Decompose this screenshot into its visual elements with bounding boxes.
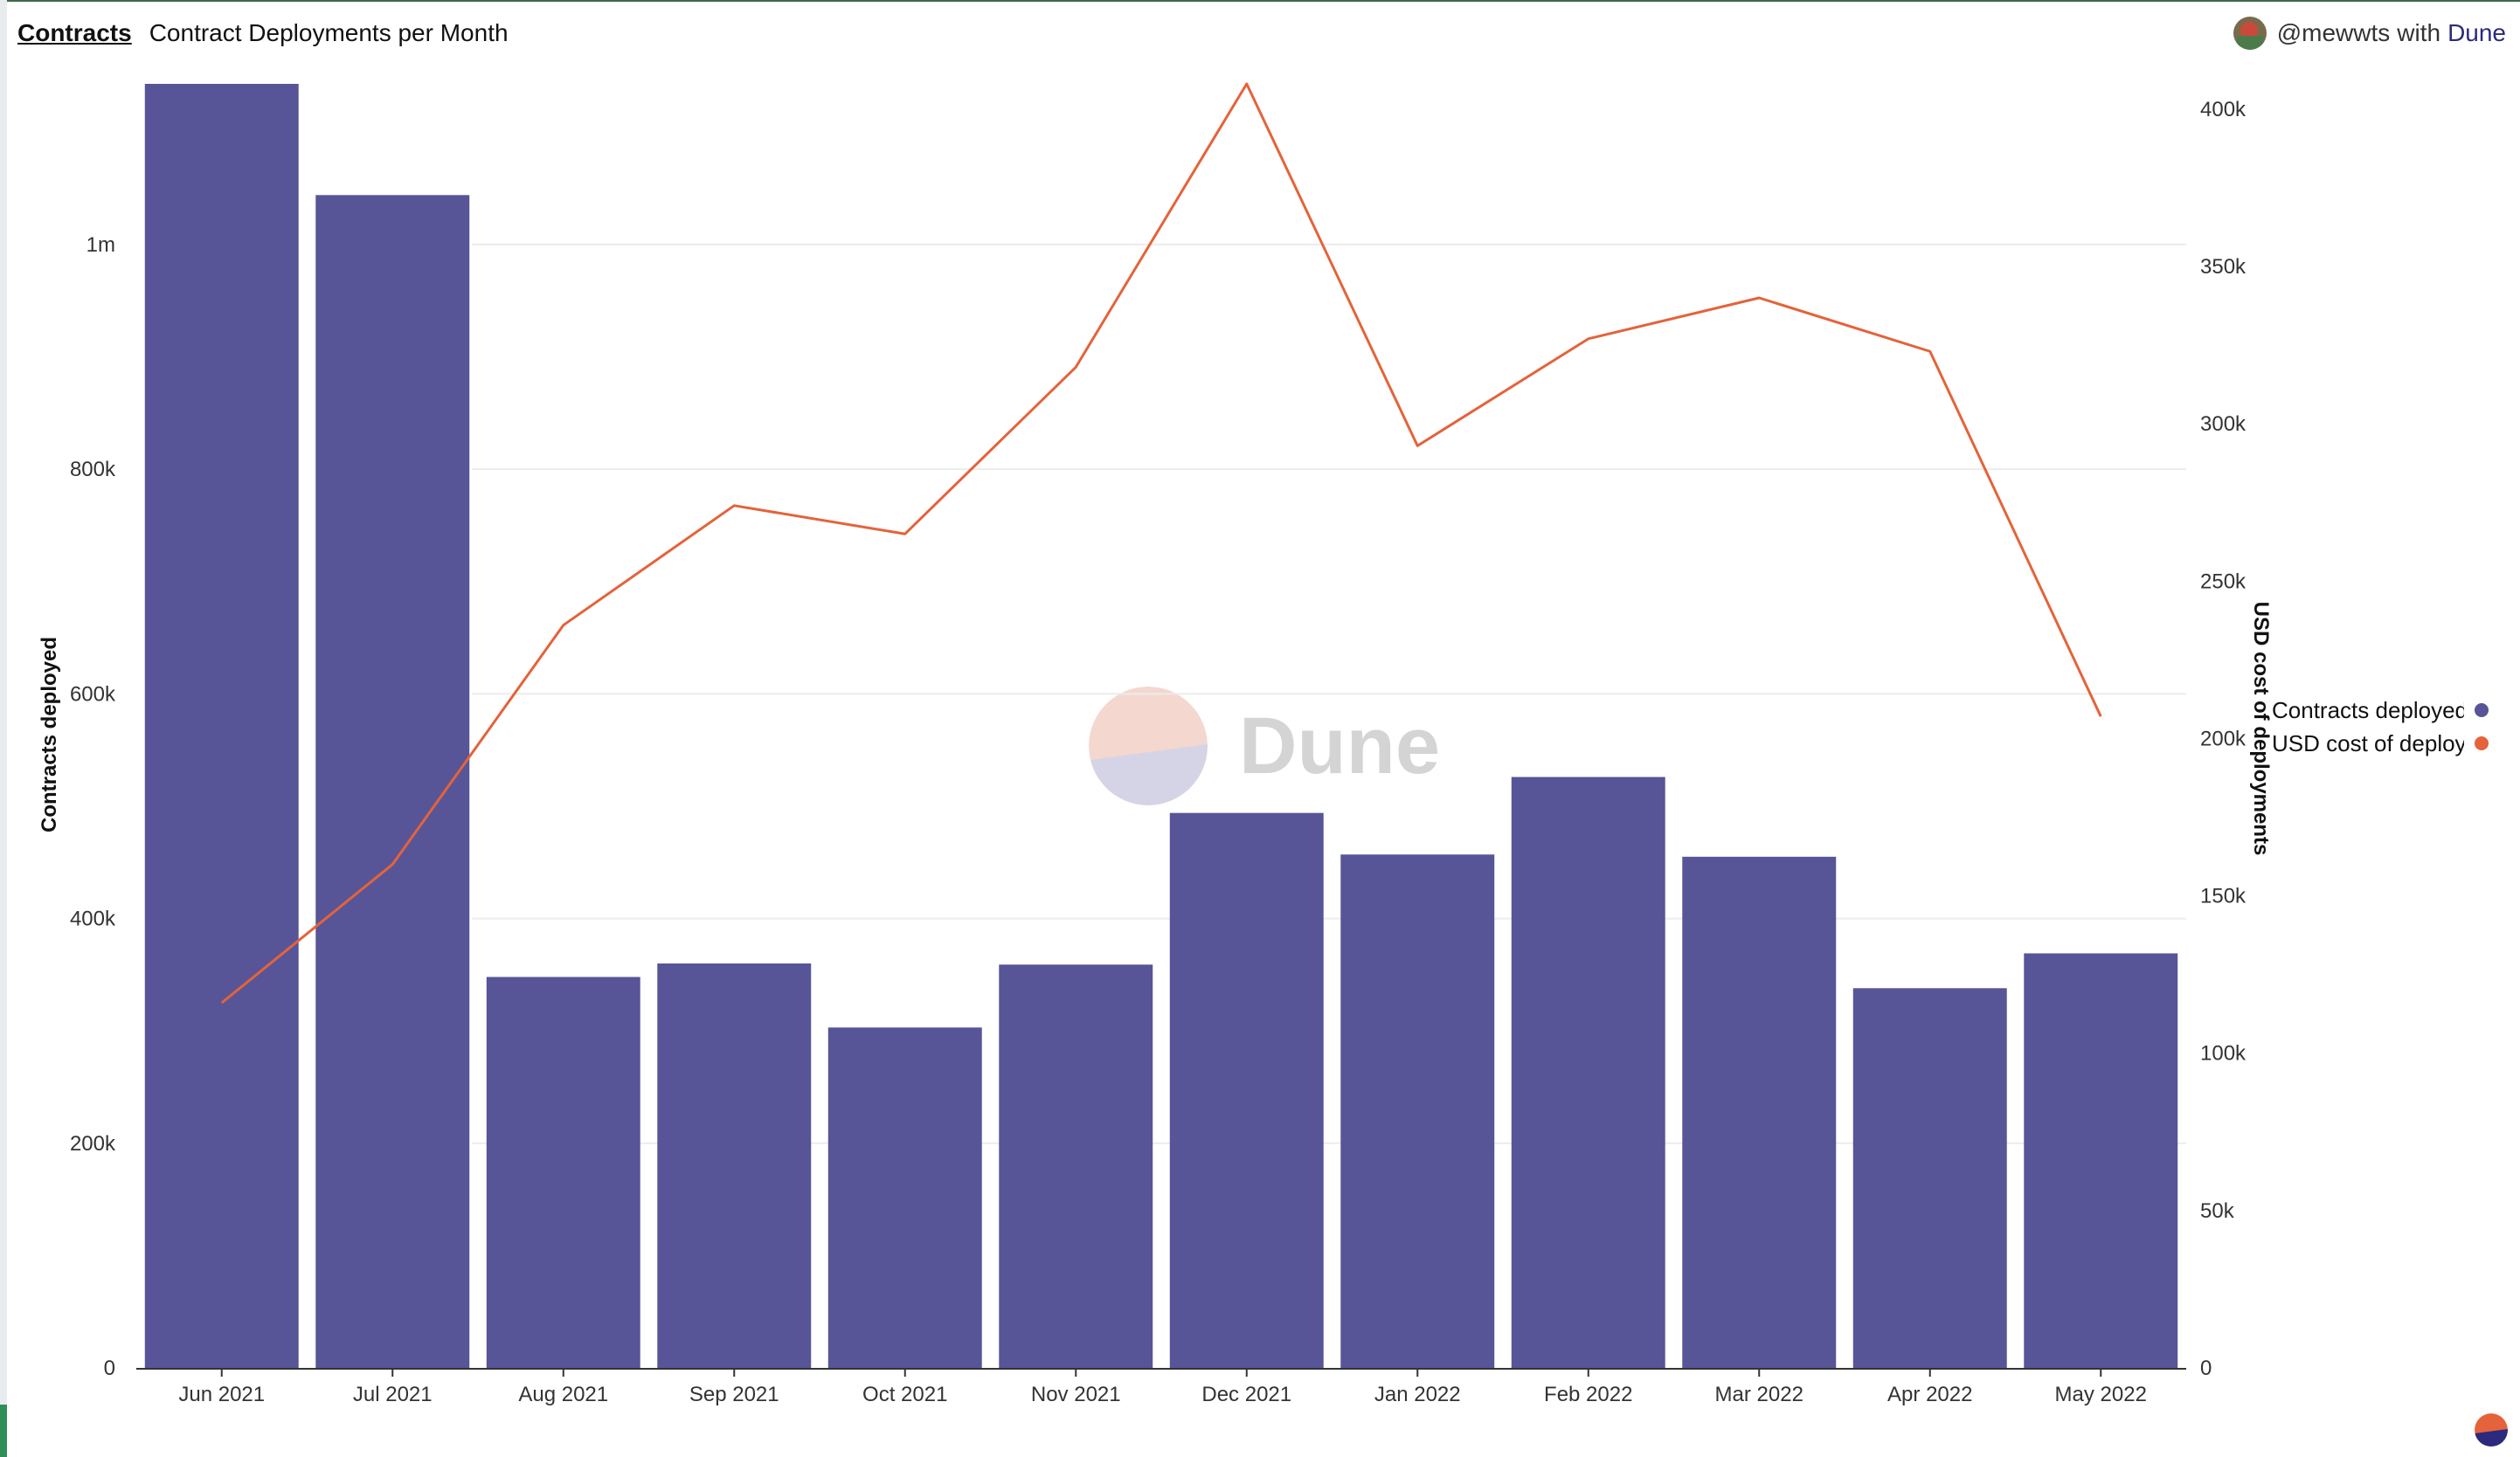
line-point[interactable] (557, 618, 571, 632)
x-tick-label: Nov 2021 (1031, 1383, 1121, 1406)
x-axis-ticks: Jun 2021 Jul 2021 Aug 2021 Sep 2021 Oct 2021… (178, 1369, 2147, 1406)
x-tick-label: Jan 2022 (1374, 1383, 1461, 1406)
x-tick-label: May 2022 (2055, 1383, 2147, 1406)
y-left-tick-label: 200k (70, 1132, 116, 1156)
bar[interactable] (1852, 988, 2007, 1368)
y-right-tick-label: 100k (2200, 1042, 2247, 1066)
y-right-tick-label: 150k (2200, 885, 2247, 908)
y-left-tick-label: 0 (104, 1357, 115, 1380)
line-point[interactable] (215, 996, 229, 1010)
y-right-axis-title: USD cost of deployments (2249, 602, 2273, 856)
bar[interactable] (657, 963, 812, 1368)
bar[interactable] (315, 195, 470, 1368)
watermark-text: Dune (1239, 701, 1440, 791)
y-left-tick-label: 600k (70, 682, 116, 706)
bar[interactable] (144, 84, 299, 1368)
bar[interactable] (486, 977, 640, 1368)
line-point[interactable] (898, 527, 912, 541)
bar[interactable] (1340, 854, 1495, 1368)
legend-dot-contracts (2475, 703, 2489, 717)
bar[interactable] (827, 1027, 982, 1368)
dune-corner-logo-icon[interactable] (2475, 1413, 2508, 1447)
x-tick-label: Feb 2022 (1544, 1383, 1632, 1406)
y-right-tick-label: 200k (2200, 727, 2247, 750)
x-tick-label: Mar 2022 (1715, 1383, 1803, 1406)
y-right-tick-label: 400k (2200, 98, 2247, 121)
dune-logo-icon (1089, 687, 1208, 805)
x-tick-label: Apr 2022 (1887, 1383, 1972, 1406)
x-tick-label: Jun 2021 (178, 1383, 265, 1406)
y-right-tick-label: 0 (2200, 1357, 2212, 1380)
y-right-tick-label: 250k (2200, 570, 2247, 593)
attribution-with: with (2397, 19, 2441, 46)
line-series (215, 77, 2108, 1010)
line-point[interactable] (1923, 344, 1937, 358)
legend-label-usd-cost: USD cost of deployments (2272, 729, 2464, 756)
x-tick-label: Aug 2021 (518, 1383, 608, 1406)
x-tick-label: Sep 2021 (689, 1383, 779, 1406)
author-link[interactable]: @mewwts (2276, 19, 2391, 46)
line-point[interactable] (1410, 438, 1424, 452)
bar[interactable] (1169, 812, 1324, 1368)
x-tick-label: Oct 2021 (862, 1383, 947, 1406)
bar[interactable] (1511, 777, 1665, 1368)
bar[interactable] (1682, 856, 1837, 1368)
y-left-tick-label: 800k (70, 458, 116, 481)
y-left-axis-title: Contracts deployed (38, 637, 61, 832)
x-tick-label: Jul 2021 (353, 1383, 433, 1406)
window-corner-accent (0, 1405, 7, 1457)
bar[interactable] (999, 964, 1153, 1368)
attribution: @mewwts with Dune (2233, 14, 2506, 52)
line-point[interactable] (1582, 332, 1596, 346)
line-point[interactable] (727, 499, 741, 513)
line-point[interactable] (2094, 709, 2108, 723)
window-top-border (0, 0, 2520, 2)
bar[interactable] (2024, 953, 2178, 1368)
dune-watermark: Dune (1089, 687, 1440, 805)
dune-link[interactable]: Dune (2447, 19, 2506, 46)
y-right-tick-label: 350k (2200, 255, 2247, 279)
y-right-tick-label: 300k (2200, 412, 2247, 436)
window-left-border (0, 0, 7, 1457)
chart-header: Contracts Contract Deployments per Month (17, 14, 509, 52)
y-right-axis-ticks: 0 50k 100k 150k 200k 250k 300k 350k 400k (2200, 98, 2247, 1380)
y-right-tick-label: 50k (2200, 1199, 2235, 1223)
legend-dot-usd-cost (2475, 736, 2489, 750)
line-point[interactable] (1069, 360, 1083, 374)
x-tick-label: Dec 2021 (1201, 1383, 1291, 1406)
legend-item-usd-cost[interactable]: USD cost of deployments (2272, 727, 2501, 760)
line-point[interactable] (385, 858, 399, 872)
legend: Contracts deployed USD cost of deploymen… (2272, 694, 2501, 760)
y-left-tick-label: 400k (70, 908, 116, 931)
line-point[interactable] (1752, 291, 1766, 305)
line-point[interactable] (1240, 77, 1254, 91)
tab-contracts[interactable]: Contracts (17, 19, 132, 46)
usd-cost-line (220, 82, 2102, 1005)
legend-item-contracts[interactable]: Contracts deployed (2272, 694, 2501, 727)
avatar[interactable] (2233, 17, 2267, 50)
y-left-tick-label: 1m (87, 233, 115, 257)
y-left-axis-ticks: 0 200k 400k 600k 800k 1m (70, 233, 116, 1380)
legend-label-contracts: Contracts deployed (2272, 696, 2464, 723)
chart-title: Contract Deployments per Month (149, 19, 509, 46)
bar-series (144, 84, 2178, 1368)
